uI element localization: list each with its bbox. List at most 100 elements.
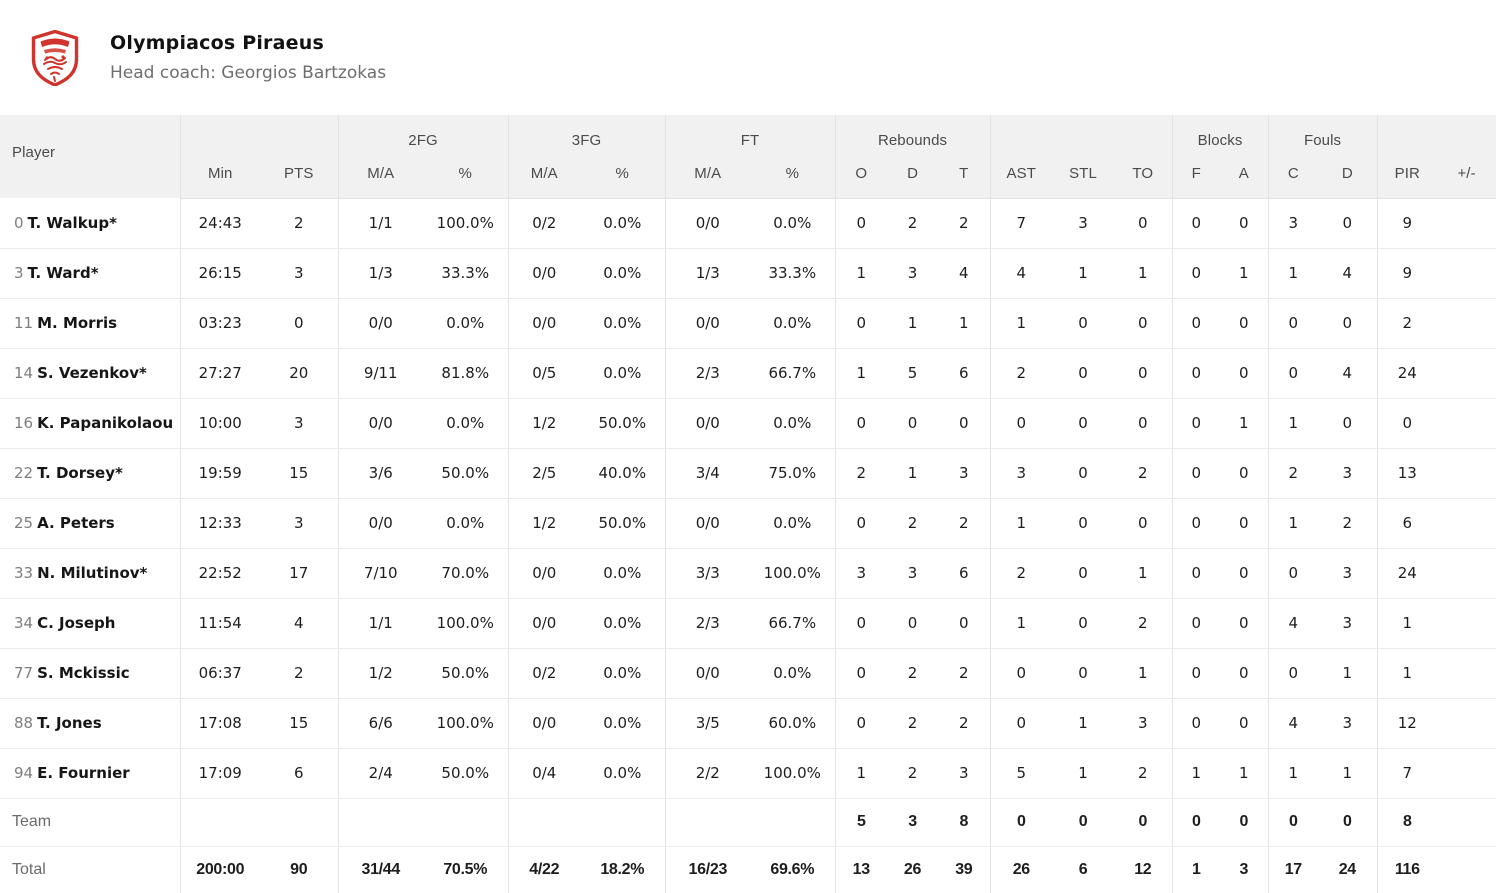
stat-cell: 2 [938,198,991,249]
stat-cell: 0.0% [750,198,836,249]
player-name: T. Ward* [27,264,99,282]
stat-cell: 0 [1220,648,1269,699]
player-name: T. Dorsey* [37,464,123,482]
stat-cell: 1 [1052,698,1115,749]
stat-cell [1437,348,1496,399]
stat-cell: 1/3 [664,248,751,299]
stat-cell: 0 [1267,348,1319,399]
stat-cell: 1/1 [337,598,423,649]
stat-cell: 3 [260,398,338,449]
stat-cell: 0/0 [664,398,751,449]
stat-cell: 2/2 [664,748,751,799]
table-row: 3 T. Ward* 26:15 3 1/3 33.3% 0/0 0.0% 1/3 33.3% 1 3… [0,248,1496,299]
stat-cell: 1 [1267,498,1319,549]
stat-cell: 0.0% [750,298,836,349]
stat-cell: 6 [260,748,338,799]
stat-cell: 2 [1318,498,1378,549]
col-header-stl: STL [1052,155,1115,199]
player-cell: 14 S. Vezenkov* [0,348,180,399]
stat-cell: 0.0% [580,598,666,649]
stat-cell: 39 [938,846,991,893]
stat-cell: 2 [1376,298,1438,349]
stat-cell: 5 [834,798,888,847]
stat-cell: 0 [834,648,888,699]
stat-cell: 0 [887,398,939,449]
table-row: 77 S. Mckissic 06:37 2 1/2 50.0% 0/2 0.0% 0/0 0.0… [0,648,1496,699]
stat-cell: 1/2 [507,498,581,549]
stat-cell: 3 [1267,198,1319,249]
stat-cell: 24 [1376,348,1438,399]
stat-cell [1437,598,1496,649]
table-row: 11 M. Morris 03:23 0 0/0 0.0% 0/0 0.0% 0/0 0.0% 0 1… [0,298,1496,349]
stat-cell: 2 [938,498,991,549]
stat-cell: 0 [1114,798,1173,847]
stat-cell: 24 [1376,548,1438,599]
stat-cell: 0 [938,398,991,449]
stat-cell: 0 [834,598,888,649]
stat-cell: 22:52 [179,548,260,599]
stat-cell: 2/3 [664,598,751,649]
stat-cell: 1 [1220,748,1269,799]
head-coach-label: Head coach: Georgios Bartzokas [110,63,387,83]
player-cell: 22 T. Dorsey* [0,448,180,499]
col-header-reb-o: O [834,155,888,199]
stat-cell: 0 [1052,598,1115,649]
group-header-2fg: 2FG [337,115,509,155]
team-logo-icon [30,29,80,87]
stat-cell: 0.0% [750,648,836,699]
stat-cell: 0 [1318,398,1378,449]
stat-cell [1437,648,1496,699]
stat-cell: 3 [1318,448,1378,499]
stat-cell: 0 [1220,698,1269,749]
stat-cell: 3 [834,548,888,599]
col-header-3fg-pct: % [580,155,666,199]
col-header-reb-d: D [887,155,939,199]
stat-cell: 1 [1114,248,1173,299]
stat-cell: 1/3 [337,248,423,299]
total-row-label: Total [0,846,180,893]
table-row: 25 A. Peters 12:33 3 0/0 0.0% 1/2 50.0% 0/0 0.0% 0… [0,498,1496,549]
player-name: S. Mckissic [37,664,130,682]
stat-cell: 4 [1267,698,1319,749]
col-header-pir: PIR [1376,155,1438,199]
stat-cell: 0.0% [580,648,666,699]
col-header-2fg-ma: M/A [337,155,423,199]
stat-cell: 0 [1220,198,1269,249]
player-cell: 25 A. Peters [0,498,180,549]
stat-cell [1437,548,1496,599]
stat-cell [1437,846,1496,893]
stat-cell: 50.0% [580,498,666,549]
stat-cell [1437,748,1496,799]
stat-cell: 26:15 [179,248,260,299]
stat-cell: 2 [938,698,991,749]
stat-cell: 1 [989,598,1053,649]
group-header-empty [989,115,1173,155]
stat-cell: 2 [887,498,939,549]
stat-cell: 5 [887,348,939,399]
stat-cell: 27:27 [179,348,260,399]
stat-cell: 2 [887,698,939,749]
col-header-reb-t: T [938,155,991,199]
stat-cell: 1 [1267,248,1319,299]
stat-cell: 7 [1376,748,1438,799]
stat-cell: 0 [1220,298,1269,349]
stat-cell: 0/0 [507,598,581,649]
stat-cell: 0 [887,598,939,649]
stat-cell: 0 [1220,498,1269,549]
stat-cell: 0/2 [507,648,581,699]
stat-cell: 40.0% [580,448,666,499]
stat-cell: 3 [1114,698,1173,749]
stat-cell: 0/5 [507,348,581,399]
stat-cell: 3 [260,498,338,549]
player-cell: 11 M. Morris [0,298,180,349]
stat-cell: 0 [1052,298,1115,349]
stat-cell: 9 [1376,198,1438,249]
stat-cell: 26 [989,846,1053,893]
stat-cell: 0 [1114,198,1173,249]
stat-cell: 4 [938,248,991,299]
table-row: 16 K. Papanikolaou 10:00 3 0/0 0.0% 1/2 50.0% 0/… [0,398,1496,449]
group-header-rebounds: Rebounds [834,115,991,155]
stat-cell: 1 [989,498,1053,549]
stat-cell: 1 [1052,748,1115,799]
stat-cell: 9/11 [337,348,423,399]
